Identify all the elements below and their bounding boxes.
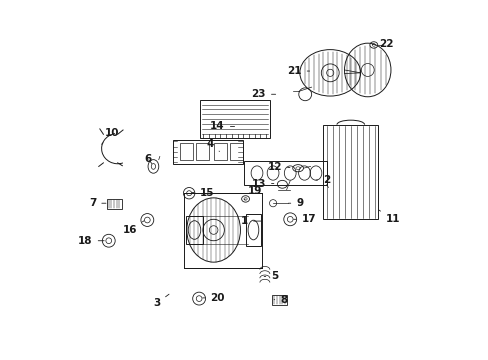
Text: 17: 17 xyxy=(293,214,316,224)
Text: 8: 8 xyxy=(273,295,287,305)
Text: 15: 15 xyxy=(191,188,214,198)
Bar xyxy=(271,296,286,305)
Text: 18: 18 xyxy=(78,236,104,246)
Text: 14: 14 xyxy=(210,121,234,131)
Bar xyxy=(323,125,378,219)
Bar xyxy=(185,216,203,244)
Bar xyxy=(230,143,242,160)
Bar xyxy=(196,143,208,160)
Text: 12: 12 xyxy=(267,162,289,172)
Text: 22: 22 xyxy=(372,39,393,49)
Bar xyxy=(244,161,326,185)
Text: 19: 19 xyxy=(244,186,262,200)
Text: 16: 16 xyxy=(122,221,143,235)
Text: 9: 9 xyxy=(288,198,303,208)
Bar xyxy=(183,193,262,267)
Text: 10: 10 xyxy=(102,128,119,144)
Text: 7: 7 xyxy=(89,198,106,208)
Text: 6: 6 xyxy=(144,154,151,163)
Text: 5: 5 xyxy=(264,271,278,282)
Bar xyxy=(173,140,242,164)
Text: 3: 3 xyxy=(153,294,169,308)
Text: 4: 4 xyxy=(206,139,219,152)
Text: 11: 11 xyxy=(378,210,399,224)
Text: 2: 2 xyxy=(315,175,330,185)
Text: 13: 13 xyxy=(251,179,273,189)
Bar xyxy=(106,199,122,209)
Bar xyxy=(214,143,226,160)
Text: 21: 21 xyxy=(286,66,309,76)
Text: 23: 23 xyxy=(251,89,275,99)
Bar xyxy=(200,100,269,138)
Text: 20: 20 xyxy=(202,293,224,303)
Text: 1: 1 xyxy=(240,216,261,226)
Bar xyxy=(180,143,192,160)
Bar xyxy=(246,214,260,246)
